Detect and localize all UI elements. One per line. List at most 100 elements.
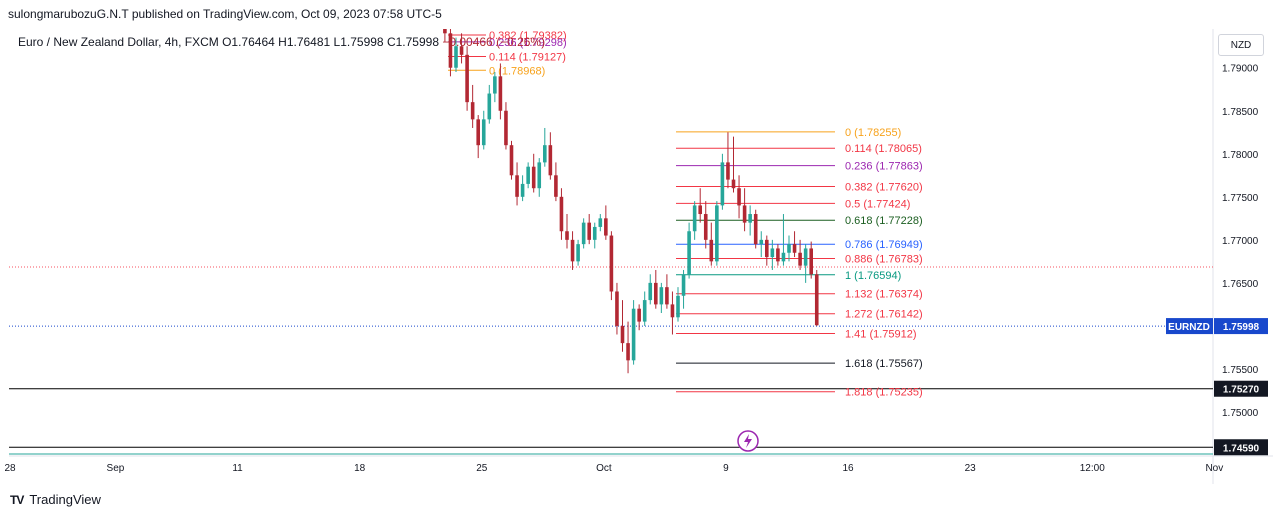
candle-body bbox=[648, 282, 653, 301]
price-tick-label: 1.75500 bbox=[1222, 365, 1259, 376]
legend-open: O1.76464 bbox=[222, 35, 275, 49]
candle-body bbox=[698, 205, 702, 215]
fib-level-label: 1.618 (1.75567) bbox=[845, 358, 923, 370]
price-tick-label: 1.78500 bbox=[1222, 107, 1259, 118]
price-tick-label: 1.77000 bbox=[1222, 236, 1259, 247]
fib-level-label: 0.382 (1.77620) bbox=[845, 181, 923, 193]
candle-body bbox=[548, 145, 553, 176]
candle-body bbox=[720, 162, 725, 206]
time-tick-label: 11 bbox=[232, 463, 243, 474]
time-tick-label: Nov bbox=[1205, 463, 1223, 474]
tradingview-logo-icon: TV bbox=[10, 492, 24, 507]
fib-retracement-old[interactable]: 0.382 (1.79382)0.236 (1.79298) 0.114 (1.7… bbox=[448, 30, 567, 77]
fib-level-label: 0.618 (1.77228) bbox=[845, 215, 923, 227]
fib-old-level-label: 0.114 (1.79127) bbox=[489, 52, 566, 64]
fib-level-label: 1.272 (1.76142) bbox=[845, 309, 923, 321]
fib-level-label: 0.5 (1.77424) bbox=[845, 198, 910, 210]
lightning-glyph bbox=[744, 434, 752, 448]
candle-body bbox=[670, 304, 675, 318]
time-tick-label: 28 bbox=[4, 463, 16, 474]
candle-body bbox=[443, 29, 447, 34]
candle-body bbox=[753, 214, 758, 245]
candle-body bbox=[814, 274, 819, 326]
candle-body bbox=[731, 179, 736, 189]
candle-body bbox=[742, 205, 747, 223]
price-tick-label: 1.75000 bbox=[1222, 408, 1259, 419]
candle-body bbox=[615, 291, 619, 326]
candle-body bbox=[543, 145, 547, 163]
candle-body bbox=[681, 274, 686, 296]
time-tick-label: 18 bbox=[354, 463, 366, 474]
chart-legend: Euro / New Zealand Dollar, 4h, FXCM O1.7… bbox=[18, 35, 545, 49]
candle-body bbox=[570, 239, 575, 262]
candle-body bbox=[515, 175, 519, 197]
price-tick-label: 1.77500 bbox=[1222, 193, 1259, 204]
fib-level-label: 1 (1.76594) bbox=[845, 270, 901, 282]
candle-body bbox=[509, 145, 514, 176]
candle-body bbox=[798, 252, 802, 266]
horizontal-line-price-tag bbox=[1214, 380, 1268, 397]
fib-level-label: 0.114 (1.78065) bbox=[845, 143, 922, 155]
price-tick-label: 1.76500 bbox=[1222, 279, 1259, 290]
price-tick-label: 1.79000 bbox=[1222, 64, 1259, 75]
candle-body bbox=[715, 205, 719, 262]
candle-body bbox=[654, 282, 658, 305]
candle-body bbox=[787, 244, 791, 253]
currency-button[interactable]: NZD bbox=[1218, 34, 1264, 56]
candle-body bbox=[770, 248, 775, 258]
candle-body bbox=[659, 287, 664, 305]
time-tick-label: 16 bbox=[842, 463, 854, 474]
candle-body bbox=[642, 300, 647, 322]
candle-body bbox=[592, 226, 597, 240]
horizontal-line-price-label: 1.75270 bbox=[1223, 385, 1260, 396]
candle-body bbox=[737, 188, 741, 206]
candle-body bbox=[559, 196, 564, 232]
candle-body bbox=[781, 252, 786, 262]
candle-body bbox=[531, 166, 536, 189]
candle-body bbox=[526, 166, 530, 184]
fib-level-label: 0.786 (1.76949) bbox=[845, 239, 923, 251]
symbol-tag-label: EURNZD bbox=[1168, 322, 1210, 333]
candle-body bbox=[476, 119, 480, 146]
candle-body bbox=[487, 93, 492, 120]
candle-body bbox=[637, 308, 641, 322]
candle-body bbox=[554, 175, 558, 197]
time-tick-label: Oct bbox=[596, 463, 612, 474]
candle-body bbox=[687, 231, 691, 275]
candle-body bbox=[604, 218, 608, 236]
horizontal-line-price-label: 1.74590 bbox=[1223, 443, 1260, 454]
fib-level-label: 1.132 (1.76374) bbox=[845, 289, 923, 301]
candle-body bbox=[676, 295, 680, 318]
legend-change: −0.00466 (−0.26%) bbox=[442, 35, 546, 49]
candle-body bbox=[504, 110, 508, 146]
fib-old-level-label: 0.236 (1.79298) bbox=[489, 37, 567, 49]
time-tick-label: 23 bbox=[965, 463, 977, 474]
legend-symbol: Euro / New Zealand Dollar, 4h, FXCM bbox=[18, 35, 219, 49]
candle-body bbox=[565, 231, 569, 240]
candle-body bbox=[692, 205, 697, 232]
legend-low: L1.75998 bbox=[333, 35, 384, 49]
horizontal-line-price-tag bbox=[1214, 439, 1268, 456]
candle-body bbox=[581, 222, 586, 245]
last-price-tag bbox=[1214, 318, 1268, 335]
candle-body bbox=[459, 46, 464, 55]
time-tick-label: 25 bbox=[476, 463, 488, 474]
candle-body bbox=[748, 214, 752, 223]
candle-body bbox=[703, 214, 708, 240]
candle-body bbox=[631, 308, 636, 361]
time-tick-label: Sep bbox=[107, 463, 125, 474]
footer-brand[interactable]: TV TradingView bbox=[10, 492, 101, 507]
legend-high: H1.76481 bbox=[278, 35, 331, 49]
fib-old-level-label: 0.382 (1.79382) bbox=[489, 30, 567, 42]
last-price-label: 1.75998 bbox=[1223, 322, 1260, 333]
candle-body bbox=[448, 33, 453, 68]
candle-body bbox=[481, 119, 486, 146]
symbol-tag bbox=[1166, 318, 1213, 335]
legend-close: C1.75998 bbox=[386, 35, 439, 49]
candle-body bbox=[576, 244, 580, 262]
tradingview-brand-label: TradingView bbox=[29, 492, 101, 507]
candle-body bbox=[470, 102, 475, 120]
candle-body bbox=[620, 325, 625, 344]
candle-body bbox=[765, 239, 769, 258]
